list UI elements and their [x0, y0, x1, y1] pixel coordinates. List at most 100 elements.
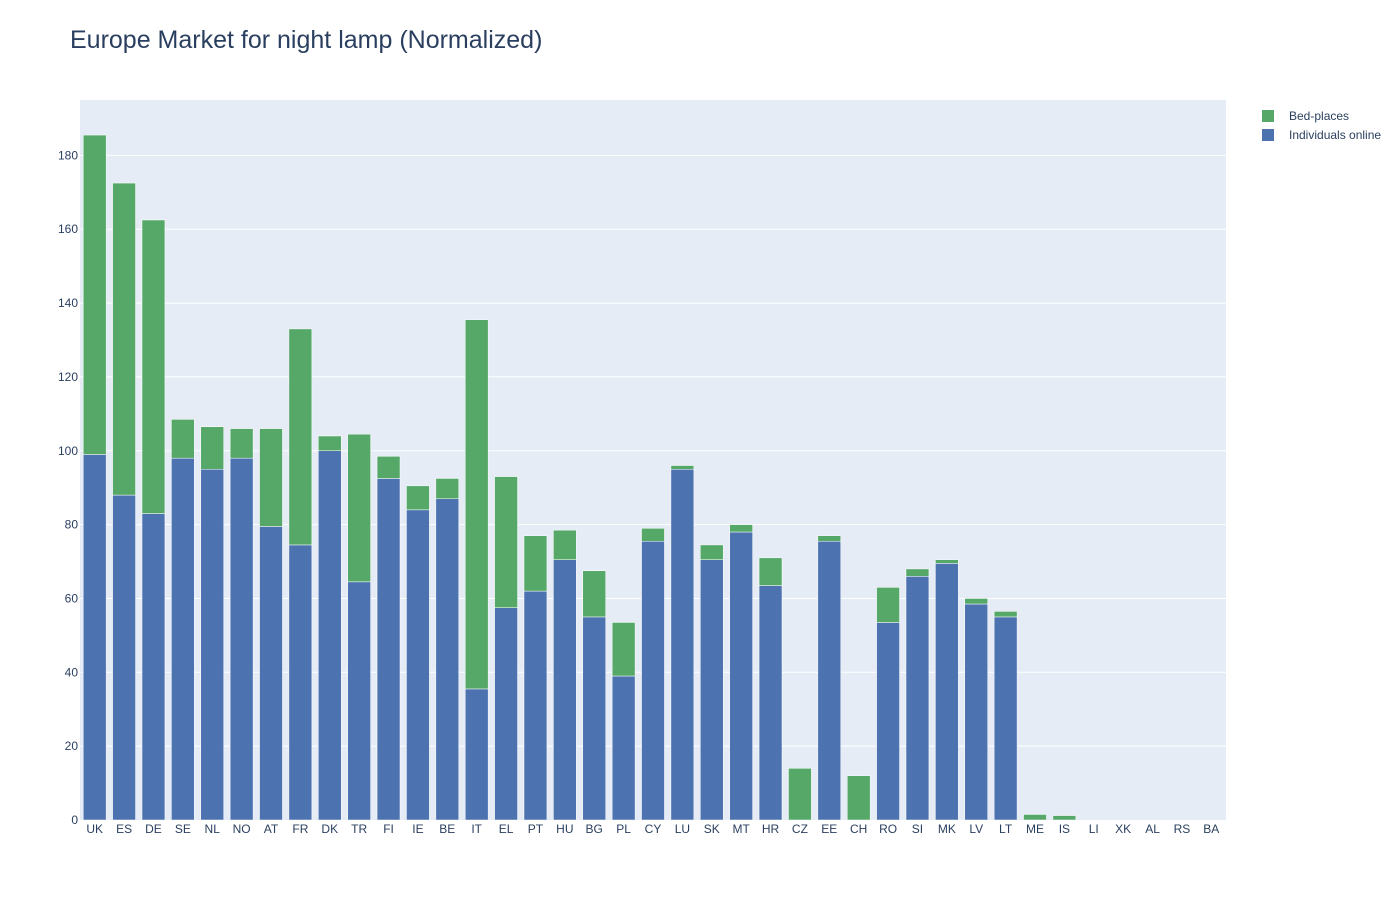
- y-tick-label: 40: [65, 665, 79, 679]
- legend-item-individuals-online[interactable]: Individuals online: [1262, 125, 1381, 144]
- x-tick-label: PT: [528, 822, 544, 836]
- bar-individuals-online-mt[interactable]: [730, 532, 753, 820]
- bar-bed-places-ie[interactable]: [406, 486, 429, 510]
- bar-individuals-online-hr[interactable]: [759, 586, 782, 820]
- bar-individuals-online-fr[interactable]: [289, 545, 312, 820]
- x-tick-label: ES: [116, 822, 132, 836]
- bar-individuals-online-lt[interactable]: [994, 617, 1017, 820]
- bar-individuals-online-pt[interactable]: [524, 591, 547, 820]
- bar-bed-places-be[interactable]: [436, 478, 459, 498]
- bar-bed-places-hu[interactable]: [553, 530, 576, 560]
- bar-bed-places-lv[interactable]: [965, 598, 988, 604]
- x-tick-label: TR: [351, 822, 367, 836]
- bar-bed-places-ee[interactable]: [818, 536, 841, 542]
- bar-individuals-online-fi[interactable]: [377, 478, 400, 820]
- bar-individuals-online-it[interactable]: [465, 689, 488, 820]
- bar-bed-places-de[interactable]: [142, 220, 165, 514]
- x-tick-label: IS: [1059, 822, 1070, 836]
- bar-individuals-online-ie[interactable]: [406, 510, 429, 820]
- x-tick-label: CZ: [792, 822, 808, 836]
- x-tick-label: AT: [264, 822, 279, 836]
- x-tick-label: DE: [145, 822, 162, 836]
- bar-individuals-online-de[interactable]: [142, 514, 165, 820]
- bar-individuals-online-mk[interactable]: [935, 563, 958, 820]
- bar-bed-places-no[interactable]: [230, 429, 253, 459]
- bar-bed-places-se[interactable]: [171, 419, 194, 458]
- x-tick-label: SK: [704, 822, 720, 836]
- y-tick-label: 120: [58, 370, 78, 384]
- bar-individuals-online-ee[interactable]: [818, 541, 841, 820]
- bar-bed-places-is[interactable]: [1053, 816, 1076, 820]
- legend-label-individuals-online: Individuals online: [1289, 128, 1381, 142]
- legend-item-bed-places[interactable]: Bed-places: [1262, 106, 1381, 125]
- bar-bed-places-bg[interactable]: [583, 571, 606, 617]
- bar-bed-places-cy[interactable]: [642, 528, 665, 541]
- x-axis-ticks: UK ES DE SE NL NO AT FR DK TR FI IE BE IT EL PT HU BG PL CY…: [86, 822, 1219, 836]
- bar-individuals-online-cy[interactable]: [642, 541, 665, 820]
- bar-individuals-online-tr[interactable]: [348, 582, 371, 820]
- bar-bed-places-cz[interactable]: [788, 768, 811, 820]
- x-tick-label: CH: [850, 822, 867, 836]
- y-tick-label: 20: [65, 739, 79, 753]
- bar-bed-places-lu[interactable]: [671, 466, 694, 470]
- bar-bed-places-hr[interactable]: [759, 558, 782, 586]
- bar-individuals-online-lu[interactable]: [671, 469, 694, 820]
- bar-individuals-online-si[interactable]: [906, 576, 929, 820]
- bar-bed-places-nl[interactable]: [201, 427, 224, 469]
- bar-individuals-online-el[interactable]: [495, 608, 518, 820]
- bar-individuals-online-bg[interactable]: [583, 617, 606, 820]
- bar-individuals-online-uk[interactable]: [83, 454, 106, 820]
- bar-individuals-online-es[interactable]: [113, 495, 136, 820]
- x-tick-label: IE: [412, 822, 423, 836]
- bar-bed-places-at[interactable]: [260, 429, 283, 527]
- bar-bed-places-si[interactable]: [906, 569, 929, 576]
- x-tick-label: LU: [675, 822, 690, 836]
- bar-individuals-online-nl[interactable]: [201, 469, 224, 820]
- bar-bed-places-it[interactable]: [465, 320, 488, 689]
- y-tick-label: 0: [71, 813, 78, 827]
- bar-bed-places-fr[interactable]: [289, 329, 312, 545]
- x-tick-label: IT: [471, 822, 482, 836]
- x-tick-label: BG: [586, 822, 603, 836]
- x-tick-label: FR: [292, 822, 308, 836]
- bar-individuals-online-at[interactable]: [260, 526, 283, 820]
- x-tick-label: LV: [969, 822, 983, 836]
- bar-individuals-online-se[interactable]: [171, 458, 194, 820]
- x-tick-label: HR: [762, 822, 780, 836]
- bar-bed-places-tr[interactable]: [348, 434, 371, 582]
- bar-individuals-online-sk[interactable]: [700, 560, 723, 820]
- bar-bed-places-pt[interactable]: [524, 536, 547, 591]
- bar-individuals-online-be[interactable]: [436, 499, 459, 820]
- bar-bed-places-es[interactable]: [113, 183, 136, 495]
- y-tick-label: 80: [65, 518, 79, 532]
- legend: Bed-places Individuals online: [1262, 106, 1381, 144]
- bar-bed-places-mk[interactable]: [935, 560, 958, 564]
- x-tick-label: BE: [439, 822, 455, 836]
- bar-bed-places-pl[interactable]: [612, 622, 635, 676]
- y-tick-label: 160: [58, 222, 78, 236]
- x-tick-label: PL: [616, 822, 631, 836]
- bar-individuals-online-no[interactable]: [230, 458, 253, 820]
- bar-individuals-online-ro[interactable]: [877, 622, 900, 820]
- bar-bed-places-ro[interactable]: [877, 587, 900, 622]
- bar-bed-places-uk[interactable]: [83, 135, 106, 454]
- bar-individuals-online-lv[interactable]: [965, 604, 988, 820]
- y-tick-label: 60: [65, 591, 79, 605]
- bar-bed-places-me[interactable]: [1024, 814, 1047, 820]
- bar-bed-places-mt[interactable]: [730, 525, 753, 532]
- legend-swatch-bed-places: [1262, 110, 1274, 122]
- bar-bed-places-el[interactable]: [495, 477, 518, 608]
- x-tick-label: NO: [233, 822, 251, 836]
- x-tick-label: HU: [556, 822, 573, 836]
- x-tick-label: UK: [86, 822, 103, 836]
- bar-bed-places-ch[interactable]: [847, 776, 870, 820]
- x-tick-label: XK: [1115, 822, 1131, 836]
- bar-bed-places-fi[interactable]: [377, 456, 400, 478]
- bar-bed-places-dk[interactable]: [318, 436, 341, 451]
- bar-individuals-online-hu[interactable]: [553, 560, 576, 820]
- bar-bed-places-lt[interactable]: [994, 611, 1017, 617]
- bar-bed-places-sk[interactable]: [700, 545, 723, 560]
- bar-individuals-online-pl[interactable]: [612, 676, 635, 820]
- bar-individuals-online-dk[interactable]: [318, 451, 341, 820]
